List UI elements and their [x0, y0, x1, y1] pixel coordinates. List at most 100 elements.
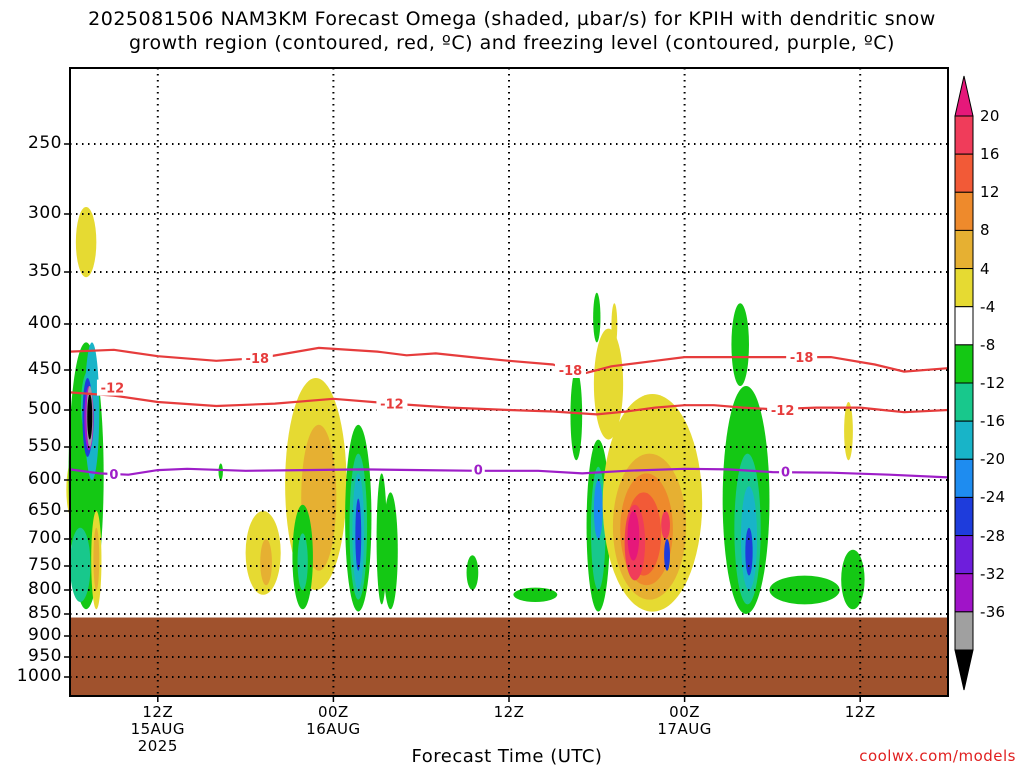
y-tick-label: 700: [28, 528, 62, 548]
shade-blob: [841, 549, 865, 610]
colorbar-segment: [954, 458, 974, 498]
shade-blob: [513, 587, 558, 602]
shade-blob: [466, 555, 479, 590]
y-tick-label: 450: [28, 359, 62, 379]
y-tick-label: 600: [28, 469, 62, 489]
contour-label: 0: [109, 468, 118, 483]
colorbar-segment: [954, 306, 974, 346]
colorbar-label: -4: [980, 297, 996, 316]
y-tick-label: 550: [28, 436, 62, 456]
y-tick-label: 650: [28, 500, 62, 520]
contour--18: -18 -18 -18: [69, 346, 949, 379]
x-axis-title: Forecast Time (UTC): [411, 746, 603, 767]
shade-blob: [355, 498, 362, 571]
contour-label-bg: [779, 463, 793, 480]
colorbar-label: 16: [980, 145, 1000, 164]
y-tick-label: 350: [28, 261, 62, 281]
source-credit-link[interactable]: coolwx.com/models: [859, 747, 1016, 765]
colorbar-label: -20: [980, 450, 1006, 469]
colorbar-label: 12: [980, 183, 1000, 202]
colorbar-label: -28: [980, 526, 1006, 545]
contour-label-bg: [107, 466, 121, 483]
y-tick-label: 250: [28, 133, 62, 153]
shade-blob: [93, 527, 100, 591]
y-tick-label: 750: [28, 555, 62, 575]
x-tick-label: 17AUG: [657, 720, 712, 738]
colorbar-segment: [954, 382, 974, 422]
shade-blob: [570, 370, 583, 461]
shade-blob: [731, 303, 749, 386]
colorbar-label: 4: [980, 259, 990, 278]
colorbar-label: 8: [980, 221, 990, 240]
colorbar-segment: [954, 535, 974, 575]
colorbar-segment: [954, 420, 974, 460]
x-tick-label: 16AUG: [306, 720, 361, 738]
colorbar-segment: [954, 496, 974, 537]
colorbar-segment: [954, 611, 974, 651]
colorbar-segment: [954, 268, 974, 308]
colorbar-label: -16: [980, 412, 1006, 431]
colorbar: [954, 75, 974, 691]
contour-label-bg: [554, 362, 586, 378]
colorbar-label: 20: [980, 107, 1000, 125]
contour-label-bg: [241, 350, 273, 367]
colorbar-label: -12: [980, 374, 1006, 392]
contour-0: 0 0 0: [69, 461, 949, 483]
omega-shading: [66, 207, 865, 614]
y-tick-label: 800: [28, 579, 62, 599]
contour-label: -12: [771, 404, 795, 419]
contour-label: -18: [246, 352, 270, 367]
x-tick-label: 12Z: [493, 703, 525, 721]
shade-blob: [745, 527, 753, 576]
shade-blob: [75, 207, 97, 278]
shade-blob: [70, 527, 91, 603]
colorbar-label: -24: [980, 488, 1006, 507]
shade-blob: [297, 533, 308, 590]
chart-title-line1: 2025081506 NAM3KM Forecast Omega (shaded…: [88, 8, 936, 30]
y-tick-label: 1000: [16, 666, 62, 686]
colorbar-segment: [954, 115, 974, 155]
x-tick-label: 2025: [137, 737, 178, 755]
contour-label: -12: [101, 382, 125, 397]
chart-title-line2: growth region (contoured, red, ºC) and f…: [129, 32, 895, 54]
shade-blob: [844, 402, 853, 461]
contour-label-bg: [96, 379, 128, 396]
contour-label: 0: [781, 465, 790, 480]
contour-label-bg: [471, 461, 485, 478]
contour-label-bg: [767, 402, 799, 418]
y-tick-label: 400: [28, 313, 62, 333]
colorbar-segment: [954, 153, 974, 193]
contour-label: 0: [474, 463, 483, 478]
x-tick-label: 15AUG: [130, 720, 186, 738]
colorbar-segment: [954, 191, 974, 231]
colorbar-label: -36: [980, 602, 1006, 621]
colorbar-bottom-arrow: [954, 649, 974, 691]
shade-blob: [593, 480, 603, 539]
contour-label: -18: [790, 351, 814, 366]
y-tick-label: 850: [28, 603, 62, 623]
colorbar-segment: [954, 229, 974, 270]
y-tick-label: 500: [28, 399, 62, 419]
contour-label: -12: [380, 398, 404, 413]
x-tick-label: 12Z: [844, 703, 876, 721]
contour-label-bg: [786, 349, 818, 366]
y-tick-label: 300: [28, 203, 62, 223]
colorbar-segment: [954, 573, 974, 613]
contour--12: -12 -12 -12: [69, 379, 949, 419]
shade-blob: [593, 292, 601, 343]
colorbar-segment: [954, 344, 974, 384]
shade-blob: [627, 511, 640, 561]
shade-blob: [664, 539, 670, 571]
contour-line: [69, 391, 949, 416]
colorbar-label: -32: [980, 564, 1006, 583]
shade-blob: [260, 539, 272, 586]
shade-blob: [218, 463, 223, 480]
x-tick-label: 12Z: [142, 703, 174, 721]
y-tick-label: 900: [28, 625, 62, 645]
colorbar-top-arrow: [954, 75, 974, 117]
shade-blob: [661, 511, 670, 539]
contour-label: -18: [559, 364, 583, 379]
x-tick-label: 00Z: [669, 703, 701, 721]
shade-blob: [769, 575, 840, 605]
